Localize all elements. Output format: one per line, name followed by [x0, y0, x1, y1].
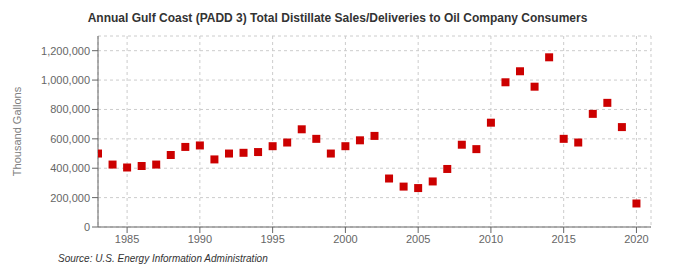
html-text:Source: U.S. Energy Informatio: Source: U.S. Energy Information Administ… [58, 253, 268, 264]
svg-text:1,200,000: 1,200,000 [41, 45, 90, 57]
svg-text:1990: 1990 [188, 233, 212, 245]
html-text:Annual Gulf Coast (PADD 3) Tot: Annual Gulf Coast (PADD 3) Total Distill… [87, 11, 588, 25]
svg-text:Thousand Gallons: Thousand Gallons [11, 86, 23, 176]
svg-text:200,000: 200,000 [50, 192, 90, 204]
svg-text:2010: 2010 [479, 233, 503, 245]
svg-text:1995: 1995 [260, 233, 284, 245]
svg-text:2020: 2020 [624, 233, 648, 245]
svg-text:800,000: 800,000 [50, 103, 90, 115]
svg-text:1,000,000: 1,000,000 [41, 74, 90, 86]
svg-text:2015: 2015 [551, 233, 575, 245]
svg-text:600,000: 600,000 [50, 133, 90, 145]
svg-text:2000: 2000 [333, 233, 357, 245]
svg-text:400,000: 400,000 [50, 162, 90, 174]
svg-text:1985: 1985 [115, 233, 139, 245]
svg-text:0: 0 [84, 221, 90, 233]
svg-text:2005: 2005 [406, 233, 430, 245]
